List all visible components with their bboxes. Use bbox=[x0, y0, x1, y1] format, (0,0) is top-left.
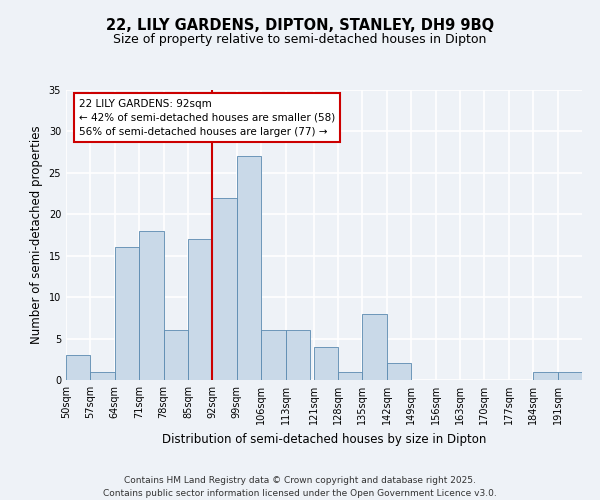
Bar bbox=[188, 239, 212, 380]
Bar bbox=[557, 372, 582, 380]
Bar bbox=[237, 156, 261, 380]
Bar bbox=[533, 372, 557, 380]
Bar bbox=[338, 372, 362, 380]
Bar bbox=[91, 372, 115, 380]
X-axis label: Distribution of semi-detached houses by size in Dipton: Distribution of semi-detached houses by … bbox=[162, 432, 486, 446]
Bar bbox=[164, 330, 188, 380]
Bar bbox=[387, 364, 411, 380]
Bar bbox=[362, 314, 387, 380]
Bar bbox=[261, 330, 286, 380]
Y-axis label: Number of semi-detached properties: Number of semi-detached properties bbox=[30, 126, 43, 344]
Text: Contains HM Land Registry data © Crown copyright and database right 2025.
Contai: Contains HM Land Registry data © Crown c… bbox=[103, 476, 497, 498]
Text: Size of property relative to semi-detached houses in Dipton: Size of property relative to semi-detach… bbox=[113, 32, 487, 46]
Bar bbox=[212, 198, 237, 380]
Bar bbox=[115, 248, 139, 380]
Bar bbox=[314, 347, 338, 380]
Bar bbox=[286, 330, 310, 380]
Bar bbox=[66, 355, 91, 380]
Text: 22 LILY GARDENS: 92sqm
← 42% of semi-detached houses are smaller (58)
56% of sem: 22 LILY GARDENS: 92sqm ← 42% of semi-det… bbox=[79, 98, 335, 136]
Bar bbox=[139, 231, 164, 380]
Text: 22, LILY GARDENS, DIPTON, STANLEY, DH9 9BQ: 22, LILY GARDENS, DIPTON, STANLEY, DH9 9… bbox=[106, 18, 494, 32]
